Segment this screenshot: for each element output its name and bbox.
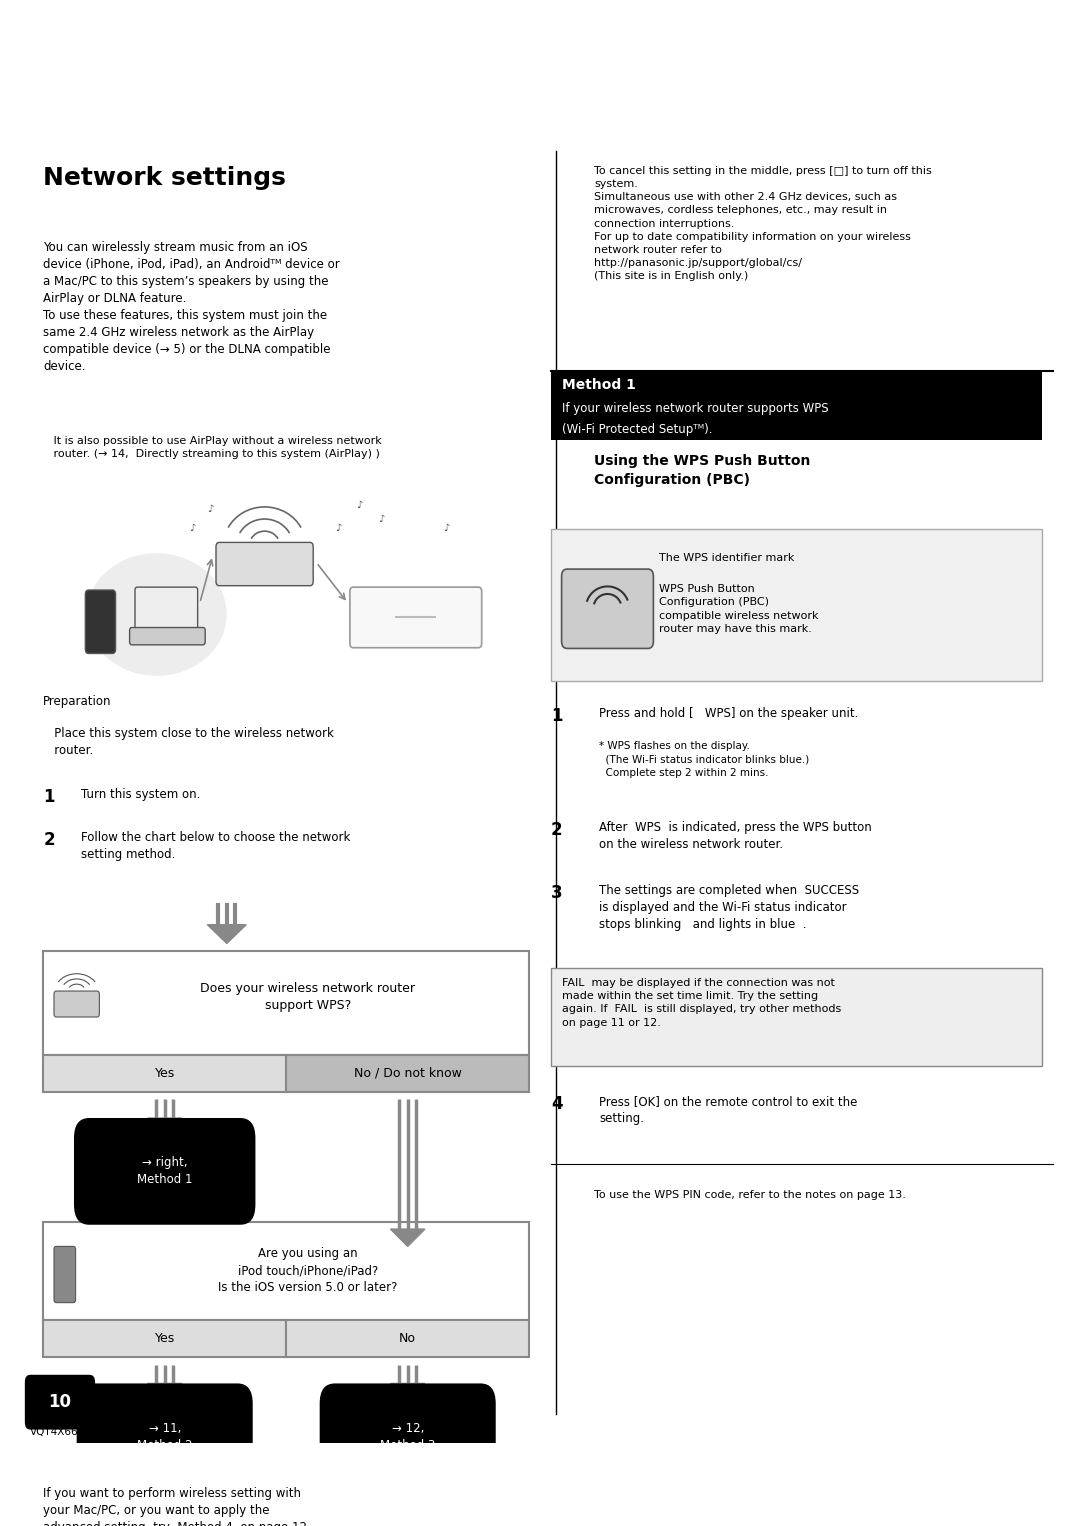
Text: * WPS flashes on the display.
  (The Wi-Fi status indicator blinks blue.)
  Comp: * WPS flashes on the display. (The Wi-Fi… — [599, 742, 810, 778]
FancyBboxPatch shape — [286, 1320, 529, 1358]
FancyBboxPatch shape — [73, 1119, 255, 1225]
Text: → right,
Method 1: → right, Method 1 — [137, 1157, 192, 1186]
Text: ♪: ♪ — [189, 523, 195, 533]
Text: Press [OK] on the remote control to exit the
setting.: Press [OK] on the remote control to exit… — [599, 1096, 858, 1125]
Text: 4: 4 — [551, 1096, 563, 1112]
Polygon shape — [391, 1384, 426, 1398]
Ellipse shape — [86, 554, 227, 676]
Text: Turn this system on.: Turn this system on. — [81, 787, 201, 801]
Text: If you want to perform wireless setting with
your Mac/PC, or you want to apply t: If you want to perform wireless setting … — [43, 1488, 311, 1526]
Text: It is also possible to use AirPlay without a wireless network
   router. (→ 14, : It is also possible to use AirPlay witho… — [43, 435, 382, 459]
Text: 3: 3 — [551, 884, 563, 902]
FancyBboxPatch shape — [43, 1222, 529, 1320]
FancyBboxPatch shape — [551, 371, 1042, 439]
Text: You can wirelessly stream music from an iOS
device (iPhone, iPod, iPad), an Andr: You can wirelessly stream music from an … — [43, 241, 340, 372]
FancyBboxPatch shape — [551, 967, 1042, 1067]
Text: 10: 10 — [48, 1393, 71, 1412]
Text: 2: 2 — [43, 832, 55, 848]
Text: 1: 1 — [551, 707, 563, 725]
Text: VQT4X66: VQT4X66 — [30, 1427, 79, 1436]
FancyBboxPatch shape — [77, 1384, 253, 1491]
Text: 1: 1 — [43, 787, 55, 806]
Text: No / Do not know: No / Do not know — [354, 1067, 461, 1080]
FancyBboxPatch shape — [54, 990, 99, 1016]
Text: To use the WPS PIN code, refer to the notes on page 13.: To use the WPS PIN code, refer to the no… — [594, 1190, 906, 1199]
Text: Yes: Yes — [154, 1067, 175, 1080]
Text: If your wireless network router supports WPS: If your wireless network router supports… — [562, 403, 828, 415]
Text: 10: 10 — [108, 1398, 125, 1412]
FancyBboxPatch shape — [43, 1320, 286, 1358]
Polygon shape — [147, 1119, 181, 1132]
FancyBboxPatch shape — [54, 1247, 76, 1303]
Text: After  WPS  is indicated, press the WPS button
on the wireless network router.: After WPS is indicated, press the WPS bu… — [599, 821, 873, 852]
Polygon shape — [147, 1384, 181, 1398]
Text: WPS Push Button
Configuration (PBC)
compatible wireless network
router may have : WPS Push Button Configuration (PBC) comp… — [659, 584, 819, 633]
Text: Using the WPS Push Button
Configuration (PBC): Using the WPS Push Button Configuration … — [594, 455, 810, 487]
FancyBboxPatch shape — [320, 1384, 496, 1491]
FancyBboxPatch shape — [43, 1054, 286, 1093]
FancyBboxPatch shape — [216, 542, 313, 586]
Text: ♪: ♪ — [378, 514, 384, 525]
Text: Does your wireless network router
support WPS?: Does your wireless network router suppor… — [200, 981, 416, 1012]
FancyBboxPatch shape — [25, 1375, 95, 1430]
Text: Are you using an
iPod touch/iPhone/iPad?
Is the iOS version 5.0 or later?: Are you using an iPod touch/iPhone/iPad?… — [218, 1247, 397, 1294]
Text: ♪: ♪ — [443, 523, 449, 533]
Polygon shape — [207, 925, 246, 943]
Text: ♪: ♪ — [356, 501, 363, 510]
Text: (Wi-Fi Protected Setupᵀᴹ).: (Wi-Fi Protected Setupᵀᴹ). — [562, 423, 712, 436]
Text: Preparation: Preparation — [43, 696, 111, 708]
FancyBboxPatch shape — [350, 588, 482, 647]
Text: ♪: ♪ — [207, 504, 214, 514]
Text: To cancel this setting in the middle, press [□] to turn off this
system.
Simulta: To cancel this setting in the middle, pr… — [594, 166, 932, 281]
Text: Follow the chart below to choose the network
setting method.: Follow the chart below to choose the net… — [81, 832, 350, 861]
FancyBboxPatch shape — [135, 588, 198, 636]
Text: Method 1: Method 1 — [562, 378, 635, 392]
Text: Network settings: Network settings — [43, 166, 286, 189]
Text: The WPS identifier mark: The WPS identifier mark — [659, 552, 794, 563]
FancyBboxPatch shape — [85, 591, 116, 653]
FancyBboxPatch shape — [43, 951, 529, 1054]
Polygon shape — [391, 1228, 426, 1247]
Text: No: No — [400, 1332, 416, 1346]
Text: → 12,
Method 3: → 12, Method 3 — [380, 1422, 435, 1451]
FancyBboxPatch shape — [286, 1054, 529, 1093]
FancyBboxPatch shape — [562, 569, 653, 649]
Text: The settings are completed when  SUCCESS
is displayed and the Wi-Fi status indic: The settings are completed when SUCCESS … — [599, 884, 860, 931]
FancyBboxPatch shape — [130, 627, 205, 645]
Text: Yes: Yes — [154, 1332, 175, 1346]
Text: → 11,
Method 2: → 11, Method 2 — [137, 1422, 192, 1451]
Text: Press and hold [   WPS] on the speaker unit.: Press and hold [ WPS] on the speaker uni… — [599, 707, 859, 720]
Text: 2: 2 — [551, 821, 563, 839]
Text: Place this system close to the wireless network
   router.: Place this system close to the wireless … — [43, 726, 334, 757]
Text: ♪: ♪ — [335, 523, 341, 533]
FancyBboxPatch shape — [551, 530, 1042, 681]
Text: FAIL  may be displayed if the connection was not
made within the set time limit.: FAIL may be displayed if the connection … — [562, 978, 841, 1027]
